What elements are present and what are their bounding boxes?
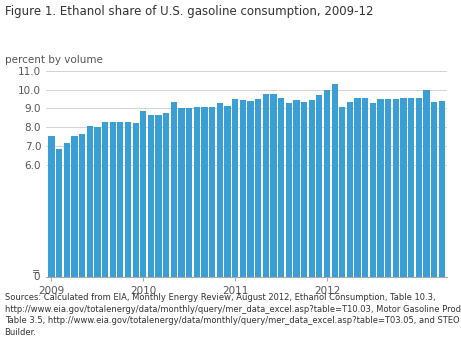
Bar xyxy=(171,102,177,277)
Bar xyxy=(209,107,215,277)
Bar xyxy=(110,122,116,277)
Bar xyxy=(102,122,108,277)
Bar xyxy=(148,115,154,277)
Bar xyxy=(370,103,376,277)
Bar xyxy=(263,94,269,277)
Bar xyxy=(278,98,284,277)
Bar xyxy=(416,98,422,277)
Bar xyxy=(155,115,162,277)
Bar xyxy=(355,98,361,277)
Bar xyxy=(408,98,414,277)
Text: Sources: Calculated from EIA, Monthly Energy Review, August 2012, Ethanol Consum: Sources: Calculated from EIA, Monthly En… xyxy=(5,293,461,337)
Bar xyxy=(339,107,345,277)
Bar xyxy=(225,106,230,277)
Text: Figure 1. Ethanol share of U.S. gasoline consumption, 2009-12: Figure 1. Ethanol share of U.S. gasoline… xyxy=(5,5,373,18)
Bar xyxy=(401,98,407,277)
Bar xyxy=(232,99,238,277)
Bar xyxy=(439,100,445,277)
Bar xyxy=(194,107,200,277)
Text: percent by volume: percent by volume xyxy=(5,55,102,65)
Bar xyxy=(186,108,192,277)
Bar xyxy=(431,102,437,277)
Text: =: = xyxy=(32,267,40,277)
Bar xyxy=(71,136,77,277)
Bar xyxy=(56,149,62,277)
Bar xyxy=(217,103,223,277)
Bar xyxy=(270,94,277,277)
Bar xyxy=(240,100,246,277)
Bar xyxy=(255,99,261,277)
Bar xyxy=(117,122,124,277)
Bar xyxy=(324,90,330,277)
Bar xyxy=(331,84,338,277)
Text: 0: 0 xyxy=(34,272,40,282)
Bar xyxy=(378,99,384,277)
Bar xyxy=(362,98,368,277)
Bar xyxy=(423,90,430,277)
Bar xyxy=(293,100,300,277)
Bar xyxy=(301,102,307,277)
Bar xyxy=(140,111,147,277)
Bar xyxy=(178,108,185,277)
Bar xyxy=(286,103,292,277)
Bar xyxy=(201,107,207,277)
Bar xyxy=(87,126,93,277)
Bar xyxy=(247,100,254,277)
Bar xyxy=(79,134,85,277)
Bar xyxy=(48,136,54,277)
Bar xyxy=(125,122,131,277)
Bar xyxy=(94,127,100,277)
Bar xyxy=(316,95,323,277)
Bar xyxy=(347,102,353,277)
Bar xyxy=(385,99,391,277)
Bar xyxy=(393,99,399,277)
Bar xyxy=(163,113,169,277)
Bar xyxy=(308,100,315,277)
Bar xyxy=(64,142,70,277)
Bar xyxy=(132,123,139,277)
